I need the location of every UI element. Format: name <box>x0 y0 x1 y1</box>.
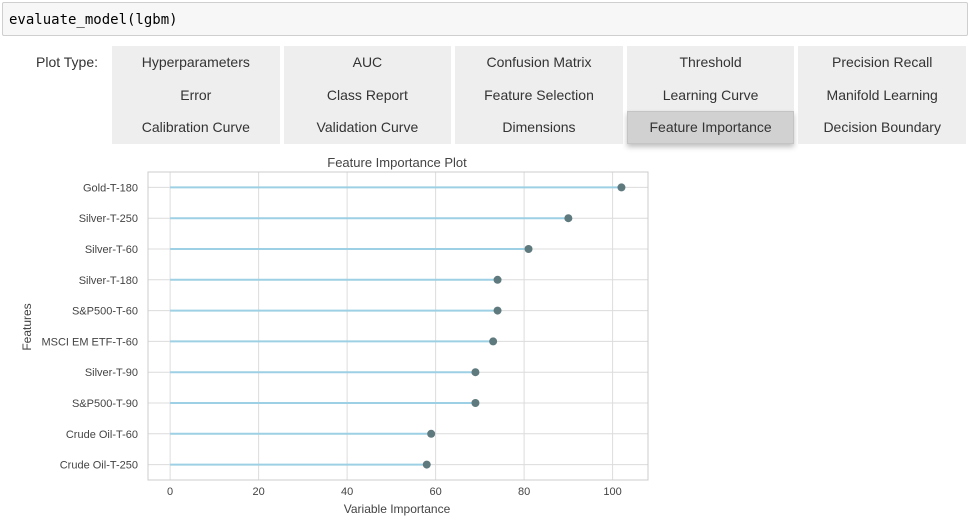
x-tick-label: 0 <box>167 486 173 498</box>
plot-type-button-dimensions[interactable]: Dimensions <box>455 111 623 144</box>
plot-type-label: Plot Type: <box>36 54 99 70</box>
y-tick-label: MSCI EM ETF-T-60 <box>41 336 138 348</box>
chart-marks <box>170 183 626 469</box>
lollipop-marker <box>471 399 480 407</box>
y-tick-label: Gold-T-180 <box>83 182 138 194</box>
x-tick-label: 40 <box>341 486 353 498</box>
plot-type-button-group: Hyperparameters AUC Confusion Matrix Thresh… <box>112 46 966 144</box>
plot-type-button-auc[interactable]: AUC <box>283 46 452 79</box>
chart-title: Feature Importance Plot <box>327 155 467 170</box>
plot-type-button-manifold-learning[interactable]: Manifold Learning <box>798 78 966 111</box>
lollipop-marker <box>493 306 502 315</box>
plot-type-button-confusion-matrix[interactable]: Confusion Matrix <box>455 46 623 79</box>
y-axis-label: Features <box>20 303 34 350</box>
x-axis-label: Variable Importance <box>344 502 451 516</box>
plot-type-button-hyperparameters[interactable]: Hyperparameters <box>112 46 280 79</box>
lollipop-marker <box>617 183 626 192</box>
plot-type-button-feature-selection[interactable]: Feature Selection <box>455 78 623 111</box>
y-tick-label: Silver-T-90 <box>85 367 138 379</box>
lollipop-marker <box>422 460 431 469</box>
plot-type-button-threshold[interactable]: Threshold <box>626 46 795 79</box>
y-tick-label: Crude Oil-T-60 <box>66 429 138 441</box>
y-tick-label: Crude Oil-T-250 <box>60 460 138 472</box>
plot-type-button-decision-boundary[interactable]: Decision Boundary <box>798 111 966 144</box>
lollipop-marker <box>427 429 436 438</box>
feature-importance-chart: Feature Importance Plot Gold-T-180 Silver… <box>20 155 649 516</box>
plot-type-button-class-report[interactable]: Class Report <box>283 78 452 111</box>
y-tick-label: Silver-T-60 <box>85 244 138 256</box>
x-tick-label: 60 <box>429 486 441 498</box>
plot-area-frame <box>147 171 649 481</box>
plot-type-button-calibration-curve[interactable]: Calibration Curve <box>112 111 280 144</box>
lollipop-marker <box>489 337 498 346</box>
y-tick-label: S&P500-T-60 <box>72 306 138 318</box>
x-tick-labels: 0 20 40 60 80 100 <box>167 486 622 498</box>
plot-type-button-feature-importance[interactable]: Feature Importance <box>626 111 795 144</box>
plot-type-button-learning-curve[interactable]: Learning Curve <box>626 78 795 111</box>
y-tick-label: Silver-T-250 <box>79 213 138 225</box>
lollipop-marker <box>471 368 480 377</box>
plot-type-button-error[interactable]: Error <box>112 78 280 111</box>
y-tick-label: S&P500-T-90 <box>72 398 138 410</box>
y-tick-labels: Gold-T-180 Silver-T-250 Silver-T-60 Silver-… <box>41 182 138 471</box>
x-tick-label: 100 <box>603 486 621 498</box>
lollipop-marker <box>524 245 533 253</box>
lollipop-marker <box>493 275 502 284</box>
x-tick-label: 80 <box>518 486 530 498</box>
lollipop-marker <box>564 214 573 223</box>
x-tick-label: 20 <box>252 486 264 498</box>
plot-type-button-validation-curve[interactable]: Validation Curve <box>283 111 452 144</box>
code-cell[interactable]: evaluate_model(lgbm) <box>2 2 968 36</box>
plot-type-button-precision-recall[interactable]: Precision Recall <box>798 46 966 79</box>
y-tick-label: Silver-T-180 <box>79 275 138 287</box>
